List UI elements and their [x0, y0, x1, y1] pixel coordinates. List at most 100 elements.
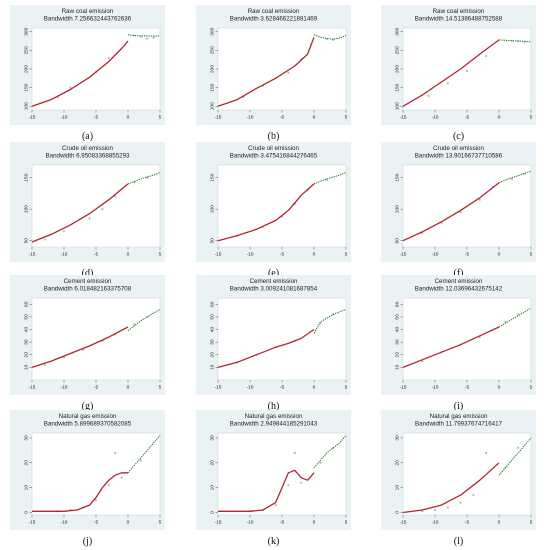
x-tick-label: -5 [465, 252, 470, 258]
x-tick-label: 0 [313, 115, 316, 121]
fit-line-right [313, 308, 347, 334]
x-tick-label: -10 [247, 385, 254, 391]
scatter-point [300, 481, 303, 484]
y-tick-label: 10 [210, 364, 216, 370]
scatter-point [472, 494, 475, 497]
x-tick-label: -5 [280, 115, 285, 121]
plot-area [217, 27, 347, 111]
y-tick-label: 250 [24, 46, 30, 54]
chart-title: Raw coal emission [62, 8, 114, 15]
y-tick-label: 30 [210, 435, 216, 441]
x-tick-label: -10 [61, 385, 68, 391]
y-tick-label: 60 [395, 301, 401, 307]
chart-title: Natural gas emission [430, 413, 488, 420]
y-tick-label: 150 [395, 83, 401, 91]
x-tick-label: -10 [61, 520, 68, 526]
plot-area [31, 297, 161, 381]
chart-subtitle: Bandwidth 6.018482163375708 [44, 286, 132, 293]
x-tick-label: -15 [400, 252, 407, 258]
chart-subtitle: Bandwidth 2.949844185291043 [230, 421, 318, 428]
x-tick-label: -5 [94, 115, 99, 121]
y-tick-label: 150 [24, 173, 30, 181]
scatter-point [101, 208, 104, 211]
chart-subtitle: Bandwidth 3.475416844276465 [230, 153, 318, 160]
x-tick-label: 5 [530, 115, 533, 121]
plot-area [217, 297, 347, 381]
fit-line-right [498, 437, 532, 476]
chart-panel: Crude oil emission Bandwidth 3.4754168442… [196, 142, 351, 282]
y-tick-label: 60 [210, 301, 216, 307]
y-tick-label: 250 [395, 46, 401, 54]
scatter-point [139, 459, 142, 462]
x-tick-label: -5 [94, 520, 99, 526]
x-tick-label: -5 [94, 252, 99, 258]
scatter-point [459, 211, 462, 214]
fit-line-right [313, 435, 347, 469]
panel-label: (b) [267, 131, 280, 142]
scatter-point [69, 86, 72, 89]
fit-line-left [402, 182, 500, 242]
x-tick-label: -15 [29, 385, 36, 391]
x-tick-label: -10 [432, 115, 439, 121]
chart-subtitle: Bandwidth 7.256632443762636 [44, 16, 132, 23]
x-tick-label: 0 [498, 252, 501, 258]
x-tick-label: -10 [247, 252, 254, 258]
chart-title: Raw coal emission [248, 8, 300, 15]
y-tick-label: 40 [395, 327, 401, 333]
fit-line-left [218, 469, 315, 512]
y-tick-label: 30 [210, 339, 216, 345]
scatter-point [88, 217, 91, 220]
chart-title: Cement emission [435, 278, 483, 285]
x-tick-label: 5 [530, 252, 533, 258]
x-tick-label: 0 [498, 115, 501, 121]
scatter-point [433, 508, 437, 512]
scatter-point [287, 71, 290, 74]
y-tick-label: 50 [395, 238, 401, 244]
scatter-point [107, 56, 110, 59]
y-tick-label: 10 [24, 364, 30, 370]
chart-title: Crude oil emission [248, 145, 299, 152]
x-tick-label: -5 [280, 520, 285, 526]
y-tick-label: 30 [395, 435, 401, 441]
fit-line-left [31, 183, 129, 243]
fit-line-left [402, 326, 500, 369]
x-tick-label: 5 [345, 252, 348, 258]
y-tick-label: 100 [210, 205, 216, 213]
y-tick-label: 100 [24, 102, 30, 110]
fit-line-right [127, 34, 161, 37]
chart-subtitle: Bandwidth 3.628466221881469 [230, 16, 318, 23]
x-tick-label: 0 [498, 520, 501, 526]
x-tick-label: -10 [61, 252, 68, 258]
scatter-point [114, 195, 117, 198]
chart-title: Cement emission [250, 278, 298, 285]
scatter-point [43, 363, 46, 366]
plot-area [402, 297, 532, 381]
scatter-point [485, 54, 488, 58]
scatter-point [459, 501, 462, 504]
fit-line-left [32, 472, 128, 512]
y-tick-label: 30 [24, 435, 30, 441]
fit-line-right [498, 170, 532, 184]
chart-panel: Raw coal emission Bandwidth 14.5138648875… [381, 5, 536, 145]
panel-label: (h) [267, 401, 280, 412]
fit-line-right [498, 307, 532, 328]
x-tick-label: -10 [247, 520, 254, 526]
x-tick-label: 5 [159, 115, 162, 121]
scatter-point [114, 451, 117, 454]
x-tick-label: 0 [127, 520, 130, 526]
chart-title: Natural gas emission [59, 413, 117, 420]
x-tick-label: -15 [215, 385, 222, 391]
x-tick-label: 0 [127, 385, 130, 391]
x-tick-label: -15 [29, 520, 36, 526]
fit-line-left [31, 40, 129, 107]
fit-line-left [402, 39, 500, 107]
scatter-point [94, 498, 98, 502]
x-tick-label: 0 [127, 252, 130, 258]
x-tick-label: 0 [313, 520, 316, 526]
chart-subtitle: Bandwidth 14.51386488752588 [415, 16, 503, 23]
y-tick-label: 50 [210, 314, 216, 320]
